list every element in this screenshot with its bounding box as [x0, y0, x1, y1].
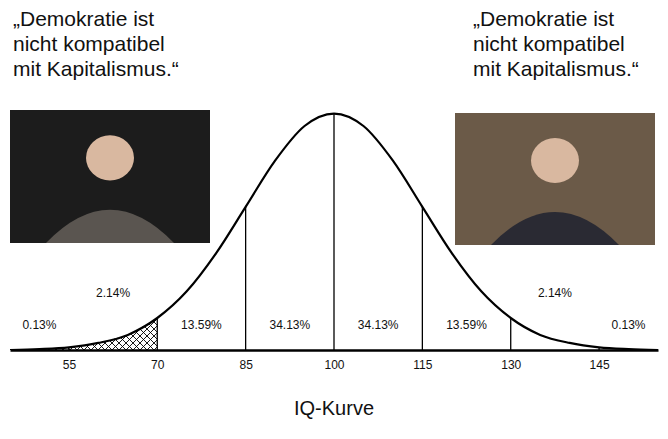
divider — [422, 207, 423, 350]
canvas: „Demokratie istnicht kompatibelmit Kapit… — [0, 0, 668, 439]
tick-label: 70 — [151, 358, 165, 372]
photo-head — [531, 138, 579, 183]
tick: 70 — [151, 350, 165, 372]
title: IQ-Kurve — [294, 397, 374, 419]
quote-line: mit Kapitalismus.“ — [473, 57, 639, 80]
tick: 100 — [324, 350, 344, 372]
tick: 115 — [413, 350, 432, 372]
photo-head — [86, 135, 134, 180]
x-axis: 55 70 85 100 115 130 145 — [11, 350, 659, 372]
region-label: 2.14% — [538, 286, 572, 300]
divider — [510, 318, 511, 350]
tick: 85 — [239, 350, 253, 372]
photo-left — [10, 110, 210, 243]
tick-label: 55 — [63, 358, 77, 372]
region-label: 13.59% — [446, 318, 487, 332]
photo-frame — [10, 110, 210, 243]
region-label: 34.13% — [269, 318, 310, 332]
tick-label: 145 — [590, 358, 610, 372]
divider — [245, 207, 246, 350]
region-label: 0.13% — [612, 318, 646, 332]
quote-line: „Demokratie ist — [473, 7, 614, 30]
tick-label: 130 — [501, 358, 521, 372]
photo-frame — [455, 113, 655, 245]
region-label: 34.13% — [358, 318, 399, 332]
plot-area — [10, 114, 658, 350]
curve — [10, 114, 658, 350]
tick-label: 100 — [324, 358, 344, 372]
photo-body — [491, 212, 619, 245]
tick: 55 — [63, 350, 77, 372]
tick-label: 115 — [413, 358, 432, 372]
quote-line: „Demokratie ist — [13, 7, 154, 30]
tick-label: 85 — [239, 358, 253, 372]
region-label: 0.13% — [22, 318, 56, 332]
quote-line: nicht kompatibel — [13, 32, 165, 55]
quote: „Demokratie istnicht kompatibelmit Kapit… — [473, 7, 639, 80]
region-label: 13.59% — [181, 318, 222, 332]
quote-line: nicht kompatibel — [473, 32, 625, 55]
photo-body — [46, 210, 174, 243]
photo-right — [455, 113, 655, 245]
tick: 145 — [590, 350, 610, 372]
quote: „Demokratie istnicht kompatibelmit Kapit… — [13, 7, 179, 80]
divider — [157, 318, 158, 350]
quote-line: mit Kapitalismus.“ — [13, 57, 179, 80]
axis-line — [11, 349, 659, 352]
divider — [333, 114, 334, 350]
region-label: 2.14% — [96, 286, 130, 300]
tick: 130 — [501, 350, 521, 372]
